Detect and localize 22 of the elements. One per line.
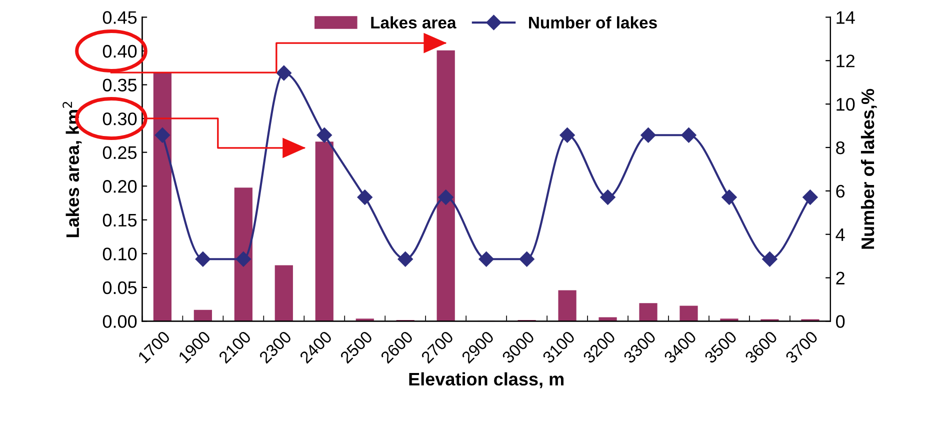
legend-label: Lakes area bbox=[371, 16, 456, 29]
y2-tick-label: 2 bbox=[836, 272, 844, 284]
y-tick-label: 0.15 bbox=[102, 214, 137, 227]
y2-tick-label: 10 bbox=[836, 98, 855, 111]
x-axis-title: Elevation class, m bbox=[409, 372, 564, 388]
y2-tick-label: 0 bbox=[836, 315, 845, 328]
y-tick-label: 0.00 bbox=[102, 315, 137, 328]
y-tick-label: 0.10 bbox=[102, 248, 137, 260]
y2-tick-label: 14 bbox=[836, 11, 855, 24]
y-tick-label: 0.05 bbox=[102, 281, 137, 294]
legend-label: Number of lakes bbox=[529, 16, 657, 29]
y-tick-label: 0.25 bbox=[102, 146, 137, 160]
y2-tick-label: 6 bbox=[836, 184, 845, 198]
y2-tick-label: 4 bbox=[836, 228, 845, 241]
y-tick-label: 0.40 bbox=[102, 44, 137, 58]
y-tick-label: 0.45 bbox=[102, 11, 137, 24]
y-tick-label: 0.35 bbox=[102, 78, 137, 92]
y-tick-label: 0.20 bbox=[102, 180, 137, 193]
y2-axis-title: Number of lakes,% bbox=[860, 88, 877, 249]
y-tick-label: 0.30 bbox=[102, 112, 137, 126]
y2-tick-label: 8 bbox=[836, 141, 845, 154]
y2-tick-label: 12 bbox=[836, 54, 854, 68]
